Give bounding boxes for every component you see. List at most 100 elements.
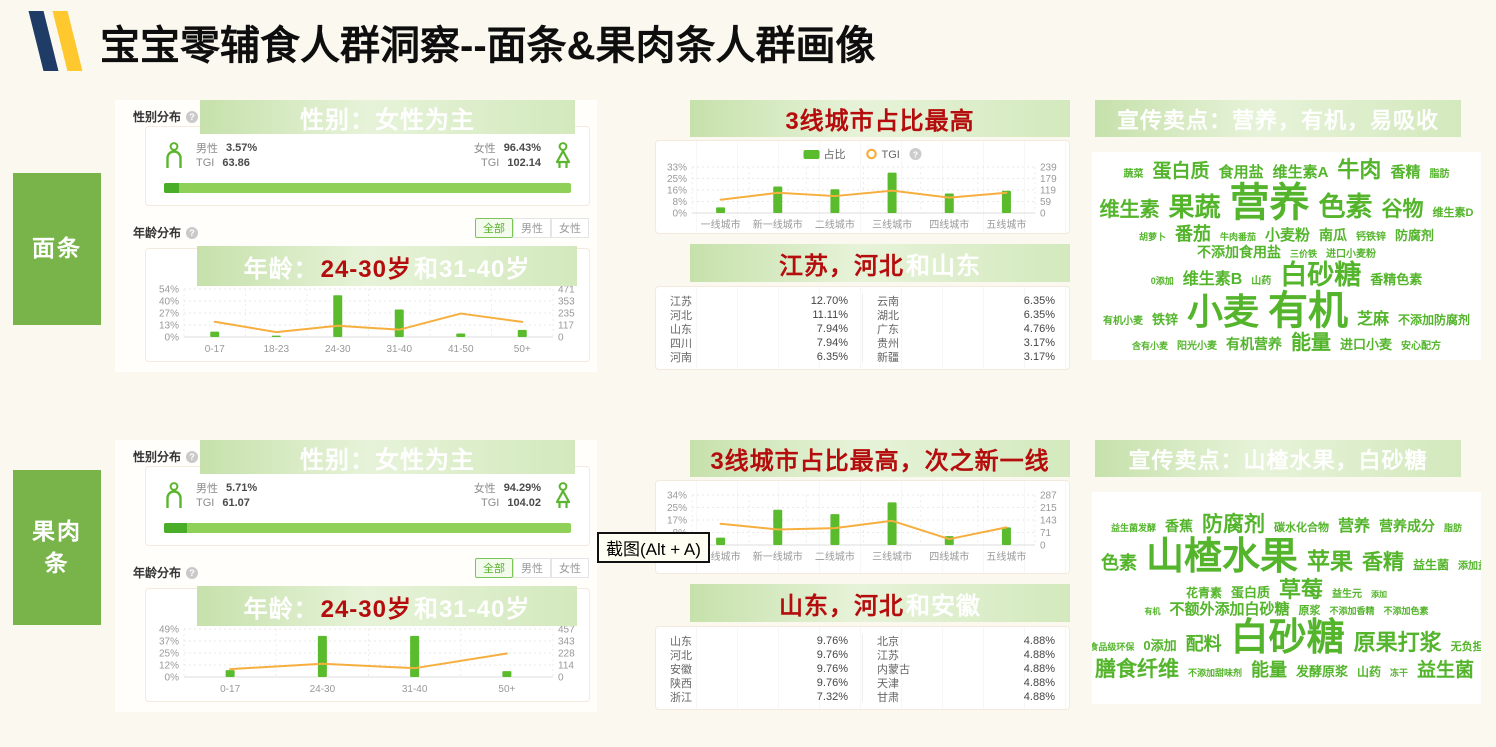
province-row: 广东 4.76% bbox=[877, 323, 1055, 336]
cloud-word: 进口小麦 bbox=[1340, 336, 1393, 352]
province-table: 江苏 12.70% 河北 11.11% 山东 7.94% 四川 7.94% 河南 6.35% 云南 6… bbox=[656, 287, 1069, 369]
svg-text:12%: 12% bbox=[159, 661, 179, 672]
svg-text:25%: 25% bbox=[667, 503, 687, 514]
cloud-word: 芝麻 bbox=[1357, 310, 1390, 328]
male-stats: 男性 3.57% TGI 63.86 bbox=[196, 141, 258, 169]
male-icon bbox=[166, 482, 182, 508]
cloud-word: 香精色素 bbox=[1370, 271, 1423, 287]
svg-text:0%: 0% bbox=[165, 673, 180, 684]
info-icon[interactable]: ? bbox=[186, 450, 199, 463]
province-row: 河南 6.35% bbox=[670, 351, 848, 364]
cloud-word: 不添加食用盐 bbox=[1196, 243, 1281, 260]
svg-text:五线城市: 五线城市 bbox=[986, 218, 1026, 231]
cloud-word: 维生素A bbox=[1272, 163, 1329, 181]
cloud-word: 不添加香精 bbox=[1329, 605, 1375, 616]
svg-text:179: 179 bbox=[1040, 174, 1057, 185]
svg-text:287: 287 bbox=[1040, 491, 1057, 502]
cloud-word: 脂肪 bbox=[1444, 523, 1463, 534]
svg-text:114: 114 bbox=[558, 661, 574, 672]
svg-text:59: 59 bbox=[1040, 197, 1052, 208]
age-tab-1[interactable]: 男性 bbox=[513, 558, 551, 578]
svg-text:25%: 25% bbox=[159, 649, 179, 660]
cloud-word: 香蕉 bbox=[1164, 518, 1193, 535]
male-stats: 男性 5.71% TGI 61.07 bbox=[196, 481, 258, 509]
svg-text:24-30: 24-30 bbox=[325, 344, 351, 355]
svg-text:40%: 40% bbox=[159, 297, 179, 308]
screenshot-tooltip: 截图(Alt + A) bbox=[597, 532, 710, 563]
female-stats: 女性 96.43% TGI 102.14 bbox=[473, 141, 541, 169]
cloud-word: 钙铁锌 bbox=[1356, 232, 1387, 244]
info-icon[interactable]: ? bbox=[186, 110, 199, 123]
cloud-word: 山药 bbox=[1357, 665, 1382, 679]
cloud-word: 营养 bbox=[1229, 181, 1310, 226]
cloud-word: 防腐剂 bbox=[1201, 513, 1265, 537]
cloud-word: 胡萝卜 bbox=[1138, 232, 1166, 243]
age-tab-0[interactable]: 全部 bbox=[475, 558, 513, 578]
province-row: 安徽 9.76% bbox=[670, 663, 848, 676]
wordcloud-banner: 宣传卖点：山楂水果，白砂糖 bbox=[1095, 440, 1461, 477]
male-icon bbox=[166, 142, 182, 168]
city-chart: 0%08%7117%14325%21534%287一线城市新一线城市二线城市三线… bbox=[667, 491, 1057, 564]
gender-card: 男性 5.71% TGI 61.07 女性 94.29% TGI 104.02 bbox=[145, 466, 590, 546]
svg-text:457: 457 bbox=[558, 625, 575, 636]
cloud-word: 蛋白质 bbox=[1230, 585, 1270, 601]
province-row: 四川 7.94% bbox=[670, 337, 848, 350]
age-banner: 年龄： 24-30岁 和31-40岁 bbox=[197, 586, 577, 626]
cloud-word: 益生菌发酵 bbox=[1110, 523, 1156, 534]
cloud-word: 番茄 bbox=[1174, 224, 1211, 245]
svg-text:50+: 50+ bbox=[498, 684, 515, 695]
svg-text:17%: 17% bbox=[667, 516, 687, 527]
noodles-row: 性别分布? 性别：女性为主 男性 3.57% TGI 63.86 女性 96.43% … bbox=[0, 100, 1496, 380]
svg-text:25%: 25% bbox=[667, 174, 687, 185]
cloud-word: 能量 bbox=[1291, 331, 1331, 354]
cloud-word: 不额外添加白砂糖 bbox=[1169, 600, 1290, 618]
cloud-word: 牛肉 bbox=[1337, 156, 1382, 182]
province-banner: 江苏，河北 和山东 bbox=[690, 244, 1070, 282]
city-chart-card: 占比 TGI? 0% 0 8% 59 16% 119 25% 179 33% 239 一线城市 新一线城市… bbox=[655, 140, 1070, 234]
svg-text:54%: 54% bbox=[159, 285, 179, 296]
svg-text:0%: 0% bbox=[673, 209, 688, 220]
svg-text:50+: 50+ bbox=[514, 344, 531, 355]
cloud-word: 果蔬 bbox=[1168, 192, 1221, 223]
province-row: 浙江 7.32% bbox=[670, 691, 848, 704]
province-row: 甘肃 4.88% bbox=[877, 691, 1055, 704]
gender-section-label: 性别分布? bbox=[133, 448, 199, 465]
svg-text:TGI: TGI bbox=[882, 149, 900, 161]
svg-text:471: 471 bbox=[558, 285, 575, 296]
age-section-label: 年龄分布? bbox=[133, 224, 199, 241]
svg-text:一线城市: 一线城市 bbox=[701, 550, 741, 563]
fruit-strips-row: 性别分布? 性别：女性为主 男性 5.71% TGI 61.07 女性 94.29% … bbox=[0, 440, 1496, 720]
cloud-word: 白砂糖 bbox=[1280, 259, 1362, 290]
cloud-word: 0添加 bbox=[1143, 637, 1177, 653]
side-label-fruit-strips: 果肉条 bbox=[13, 470, 101, 625]
cloud-word: 安心配方 bbox=[1401, 340, 1442, 352]
cloud-word: 营养成分 bbox=[1379, 518, 1435, 535]
age-tab-1[interactable]: 男性 bbox=[513, 218, 551, 238]
province-table-card: 江苏 12.70% 河北 11.11% 山东 7.94% 四川 7.94% 河南 6.35% 云南 6… bbox=[655, 286, 1070, 370]
cloud-word: 冻干 bbox=[1390, 668, 1409, 678]
cloud-word: 苹果 bbox=[1307, 548, 1354, 574]
cloud-word: 益生菌 bbox=[1413, 558, 1450, 572]
info-icon[interactable]: ? bbox=[186, 226, 199, 239]
cloud-word: 添加 bbox=[1371, 590, 1388, 600]
cloud-word: 小麦粉 bbox=[1265, 227, 1311, 245]
age-tab-2[interactable]: 女性 bbox=[551, 558, 589, 578]
cloud-word: 铁锌 bbox=[1151, 311, 1178, 327]
age-tab-0[interactable]: 全部 bbox=[475, 218, 513, 238]
svg-text:五线城市: 五线城市 bbox=[986, 550, 1026, 563]
svg-text:143: 143 bbox=[1040, 516, 1057, 527]
cloud-word: 香精 bbox=[1362, 551, 1405, 574]
cloud-word: 三价铁 bbox=[1289, 248, 1317, 259]
age-tab-2[interactable]: 女性 bbox=[551, 218, 589, 238]
svg-text:0: 0 bbox=[558, 673, 564, 684]
svg-text:0%: 0% bbox=[165, 333, 180, 344]
female-icon bbox=[555, 482, 571, 508]
demographics-panel: 性别分布? 性别：女性为主 男性 5.71% TGI 61.07 女性 94.29% … bbox=[115, 440, 597, 712]
cloud-word: 添加益生菌 bbox=[1458, 561, 1481, 572]
cloud-word: 益生菌 bbox=[1417, 660, 1475, 681]
province-row: 陕西 9.76% bbox=[670, 677, 848, 690]
cloud-word: 能量 bbox=[1250, 660, 1287, 680]
wordcloud: 蔬菜 蛋白质 食用盐 维生素A 牛肉 香精 脂肪 维生素 果蔬 营养 色素 谷物 维生素D 胡萝卜 番茄 牛肉… bbox=[1092, 152, 1481, 360]
info-icon[interactable]: ? bbox=[186, 566, 199, 579]
